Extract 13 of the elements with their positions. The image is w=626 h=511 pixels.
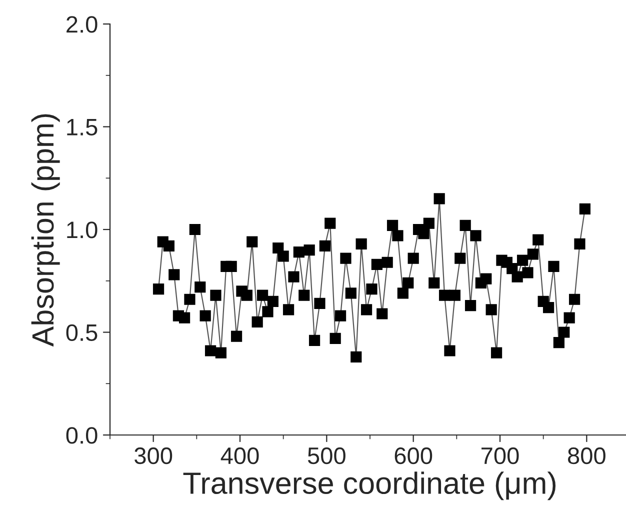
x-tick-label: 800 xyxy=(568,447,606,464)
x-tick-label: 500 xyxy=(308,447,346,464)
y-tick-label: 1.0 xyxy=(67,222,98,238)
x-tick-label: 600 xyxy=(394,447,432,464)
y-axis-title: Absorption (ppm) xyxy=(31,114,60,347)
y-tick-label: 0.0 xyxy=(66,427,98,444)
y-tick-label: 0.5 xyxy=(66,324,98,342)
y-tick-label: 1.5 xyxy=(67,119,98,136)
x-tick-label: 300 xyxy=(134,447,172,464)
y-tick-label: 2.0 xyxy=(66,16,98,33)
x-tick-label: 700 xyxy=(482,447,519,464)
x-axis-title: Transverse coordinate (μm) xyxy=(183,472,556,500)
x-tick-label: 400 xyxy=(220,447,259,464)
